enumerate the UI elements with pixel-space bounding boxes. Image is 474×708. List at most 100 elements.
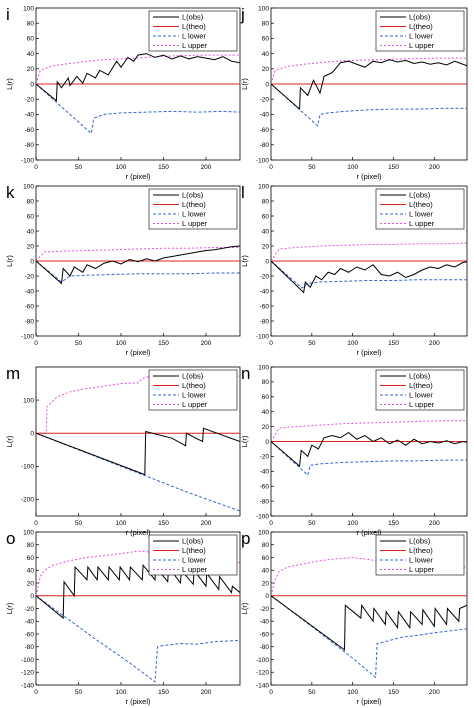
y-tick-label: 100 [258,183,269,190]
y-axis-label: L(r) [240,602,249,614]
y-tick-label: -40 [260,619,270,626]
panel-letter: m [6,364,20,383]
x-tick-label: 100 [116,689,127,696]
y-tick-label: -20 [260,606,270,613]
x-tick-label: 50 [308,689,316,696]
series-line-obs [36,53,240,102]
x-axis-label: r (pixel) [356,697,382,706]
series-line-obs [271,595,467,651]
legend-label: L(obs) [182,191,204,200]
y-tick-label: -80 [260,318,270,325]
legend-box [148,534,238,576]
y-tick-label: 100 [258,364,269,371]
y-tick-label: 40 [262,568,270,575]
y-tick-label: 20 [262,580,270,587]
x-tick-label: 100 [347,520,358,527]
x-tick-label: 0 [269,689,273,696]
y-tick-label: -80 [25,644,35,651]
y-tick-label: 80 [262,379,270,386]
legend-label: L upper [182,400,208,409]
x-tick-label: 200 [201,520,212,527]
y-tick-label: -100 [256,333,269,340]
y-tick-label: 80 [27,542,35,549]
x-tick-label: 100 [347,689,358,696]
legend-label: L(theo) [182,546,206,555]
x-tick-label: 150 [388,689,399,696]
x-tick-label: 50 [308,520,316,527]
series-line-upper [271,57,467,85]
series-line-lower [36,260,240,283]
legend-label: L upper [409,219,435,228]
series-line-obs [271,260,467,294]
x-tick-label: 200 [201,689,212,696]
y-tick-label: -200 [21,497,34,504]
y-tick-label: -100 [21,657,34,664]
x-axis-label: r (pixel) [356,348,382,357]
y-tick-label: -120 [21,670,34,677]
y-tick-label: 40 [27,51,35,58]
x-tick-label: 200 [429,340,440,347]
series-line-lower [36,595,240,683]
y-tick-label: -40 [260,288,270,295]
y-tick-label: 20 [262,66,270,73]
x-tick-label: 100 [116,340,127,347]
legend-label: L(theo) [409,22,433,31]
legend-label: L(theo) [409,546,433,555]
y-tick-label: -40 [25,112,35,119]
series-line-upper [271,420,467,442]
legend-label: L lower [182,210,206,219]
x-axis-label: r (pixel) [356,172,382,181]
legend-label: L(obs) [182,537,204,546]
y-tick-label: 0 [265,81,269,88]
legend-label: L(theo) [409,381,433,390]
x-tick-label: 150 [158,164,169,171]
panel-letter: o [6,529,15,548]
y-tick-label: -60 [25,127,35,134]
panel-letter: n [241,364,250,383]
y-tick-label: -80 [260,644,270,651]
x-tick-label: 150 [388,520,399,527]
y-tick-label: -140 [256,682,269,689]
y-axis-label: L(r) [5,602,14,614]
y-tick-label: 60 [262,213,270,220]
x-tick-label: 0 [269,164,273,171]
legend-box [148,188,238,230]
y-tick-label: 100 [23,529,34,536]
panel-j: 0 50 100 150 200 -100 -80 -60 -40 -20 0 20 40 60 80 100… [240,5,468,181]
x-tick-label: 0 [34,520,38,527]
y-tick-label: 20 [262,424,270,431]
y-axis-label: L(r) [5,255,14,267]
y-tick-label: -40 [25,288,35,295]
legend-label: L upper [409,41,435,50]
y-tick-label: 20 [262,243,270,250]
series-line-lower [271,441,467,476]
panel-p: 0 50 100 150 200 -140 -120 -100 -80 -60 -40 -20 0 20 4… [240,529,468,706]
x-tick-label: 150 [158,340,169,347]
y-tick-label: 80 [262,198,270,205]
x-tick-label: 50 [75,689,83,696]
y-tick-label: -100 [21,333,34,340]
x-tick-label: 100 [116,164,127,171]
y-tick-label: 0 [30,258,34,265]
series-line-obs [271,59,467,111]
y-tick-label: 40 [27,228,35,235]
y-tick-label: -80 [25,142,35,149]
panel-n: 0 50 100 150 200 -100 -80 -60 -40 -20 0 20 40 60 80 100… [240,364,468,537]
y-tick-label: 20 [27,66,35,73]
y-axis-label: L(r) [5,78,14,90]
y-tick-label: 100 [23,183,34,190]
x-tick-label: 200 [429,689,440,696]
y-tick-label: -20 [25,97,35,104]
x-axis-label: r (pixel) [125,697,151,706]
y-tick-label: 20 [27,243,35,250]
x-tick-label: 50 [75,164,83,171]
y-tick-label: -100 [256,513,269,520]
y-tick-label: 80 [262,21,270,28]
